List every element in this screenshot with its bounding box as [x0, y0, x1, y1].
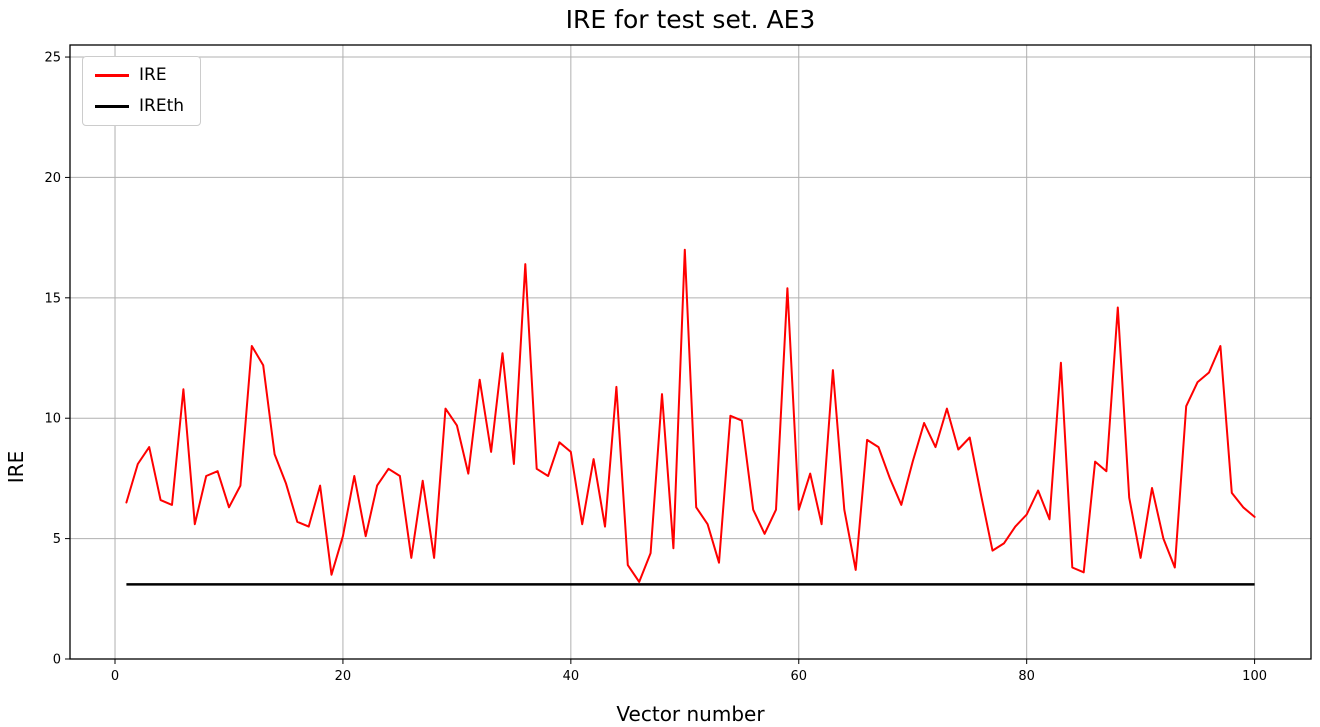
svg-text:20: 20 [44, 171, 61, 186]
svg-text:40: 40 [563, 669, 580, 684]
legend-label-ireth: IREth [139, 96, 185, 116]
svg-text:0: 0 [53, 653, 61, 668]
svg-text:25: 25 [44, 51, 61, 66]
ire-line-swatch [95, 74, 129, 77]
legend: IRE IREth [82, 56, 202, 126]
svg-text:60: 60 [790, 669, 807, 684]
x-axis-label: Vector number [616, 702, 765, 726]
svg-text:10: 10 [44, 412, 61, 427]
chart-title: IRE for test set. AE3 [565, 5, 816, 34]
tick-labels: 0 20 40 60 80 100 0 5 10 15 20 25 [44, 51, 1267, 684]
legend-item-ireth: IREth [95, 98, 184, 115]
ire-line [125, 248, 1256, 583]
axes-border [69, 44, 1312, 660]
svg-text:20: 20 [335, 669, 352, 684]
svg-text:0: 0 [111, 669, 119, 684]
legend-label-ire: IRE [139, 65, 167, 85]
svg-text:80: 80 [1018, 669, 1035, 684]
legend-item-ire: IRE [95, 67, 184, 84]
svg-text:15: 15 [44, 291, 61, 306]
ireth-line-swatch [95, 105, 129, 108]
y-axis-label: IRE [4, 450, 28, 484]
svg-text:100: 100 [1242, 669, 1267, 684]
svg-text:5: 5 [53, 532, 61, 547]
